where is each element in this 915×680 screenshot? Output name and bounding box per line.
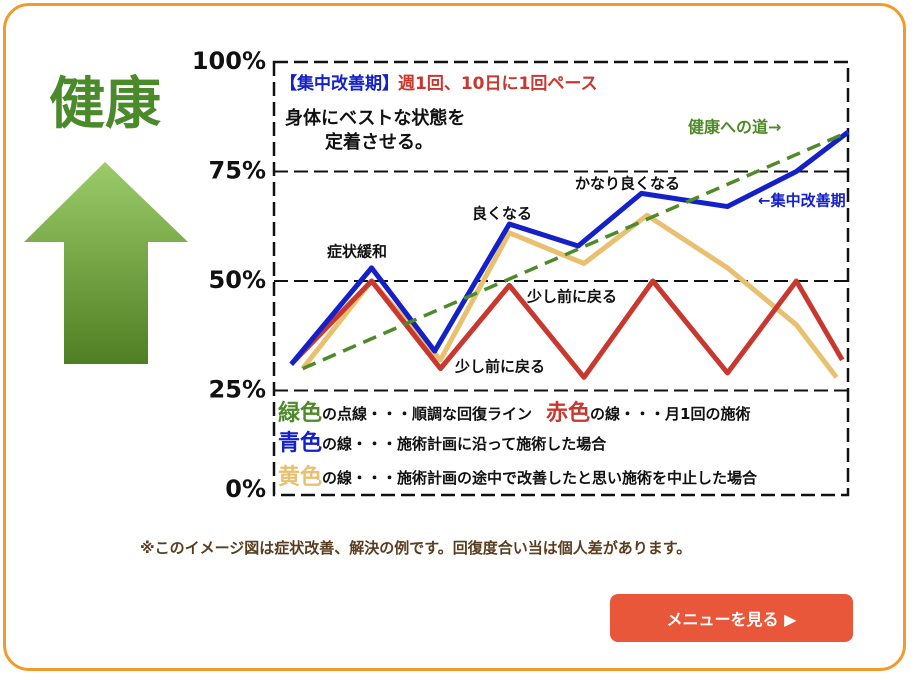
annotation: ←集中改善期 (758, 192, 846, 210)
note: ※このイメージ図は症状改善、解決の例です。回復度合い当は個人差があります。 (140, 539, 692, 557)
annotation: 少し前に戻る (526, 288, 617, 306)
annotation: 定着させる。 (325, 131, 433, 153)
annotation: 週1回、10日に1回ペース (398, 74, 597, 94)
annotation: 症状緩和 (327, 243, 387, 261)
legend-name: 緑色 (278, 400, 322, 426)
annotation: 身体にベストな状態を (285, 107, 465, 129)
annotation: 【集中改善期】 (280, 73, 399, 94)
y-tick-label: 25% (209, 376, 266, 404)
annotation: かなり良くなる (575, 175, 680, 193)
legend-name: 赤色 (546, 400, 590, 426)
legend-name: 青色 (278, 430, 322, 456)
frame (3, 3, 906, 671)
plot-bg (272, 60, 850, 497)
legend-label: の点線・・・順調な回復ライン (322, 405, 532, 423)
health-label: 健康 (49, 72, 161, 137)
y-tick-label: 75% (209, 157, 266, 185)
legend-row: 黄色の線・・・施術計画の途中で改善したと思い施術を中止した場合 (278, 464, 758, 490)
series-line (289, 278, 845, 380)
y-tick-label: 0% (225, 475, 266, 503)
annotation: 良くなる (472, 205, 532, 223)
legend-row: 緑色の点線・・・順調な回復ライン 赤色の線・・・月1回の施術 (278, 400, 751, 426)
series-line (289, 130, 850, 366)
legend-label: の線・・・施術計画の途中で改善したと思い施術を中止した場合 (322, 469, 758, 487)
menu-button[interactable]: メニューを見る ▶ (610, 594, 853, 642)
legend-label: の線・・・月1回の施術 (590, 405, 750, 423)
legend-name: 黄色 (278, 464, 322, 490)
annotation: 少し前に戻る (454, 358, 545, 376)
y-tick-label: 50% (209, 266, 266, 294)
legend-row: 青色の線・・・施術計画に沿って施術した場合 (278, 430, 607, 456)
legend-label: の線・・・施術計画に沿って施術した場合 (322, 435, 607, 453)
annotation: 健康への道→ (688, 118, 781, 137)
series-line (302, 130, 849, 371)
y-tick-label: 100% (192, 47, 266, 75)
arrow (24, 162, 188, 364)
